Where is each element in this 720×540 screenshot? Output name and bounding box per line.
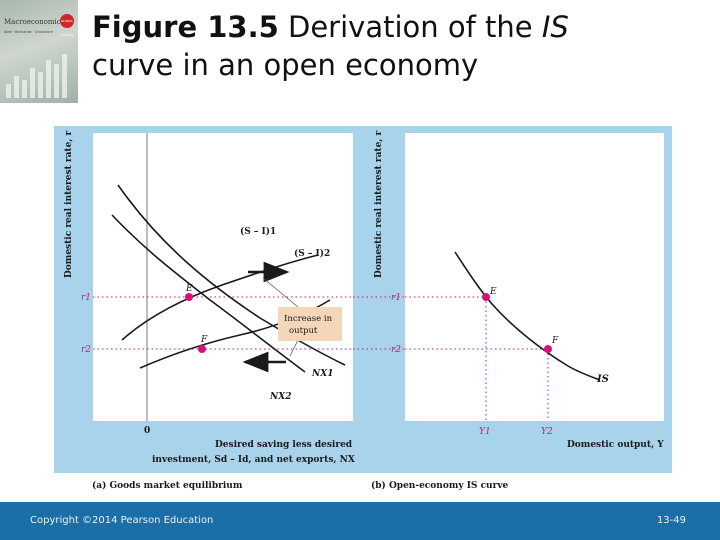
slide-title: Figure 13.5 Derivation of the IS curve i… <box>92 8 569 84</box>
curve-saving-investment-2 <box>117 184 346 366</box>
panel-b-tick-r1: r1 <box>391 293 401 303</box>
panel-a-point-e <box>185 293 193 301</box>
panel-a-x-axis-label-line1: Desired saving less desired <box>215 440 353 450</box>
caption-strip <box>54 473 672 495</box>
panel-a-tick-r1: r1 <box>81 293 91 303</box>
panel-b-x-axis-label: Domestic output, Y <box>567 440 664 450</box>
panel-b-tick-y1: Y1 <box>479 427 491 437</box>
footer-copyright: Copyright ©2014 Pearson Education <box>30 515 214 526</box>
panel-a-label-f: F <box>200 335 208 345</box>
footer-page-number: 13-49 <box>656 515 686 526</box>
panel-a-y-axis-label: Domestic real interest rate, r <box>64 130 74 278</box>
panel-a-x-axis-label-line2: investment, Sd – Id, and net exports, NX <box>152 455 355 465</box>
panel-b-point-e <box>482 293 490 301</box>
curve-saving-investment-1 <box>111 214 306 373</box>
slide-title-figure-number: Figure 13.5 <box>92 10 279 44</box>
slide-title-line2: curve in an open economy <box>92 48 479 82</box>
panel-b-plot-area <box>405 133 664 421</box>
label-net-exports-2: NX2 <box>269 392 291 402</box>
is-curve <box>454 251 601 381</box>
label-is-curve: IS <box>596 374 609 385</box>
panel-a-plot-area <box>93 133 353 421</box>
callout-leader-bottom <box>289 339 299 357</box>
label-net-exports-1: NX1 <box>311 369 333 379</box>
label-saving-investment-1: (S – I)1 <box>240 226 276 237</box>
book-cover-badge: GLOBAL EDITION <box>60 14 74 37</box>
panel-b-tick-r2: r2 <box>391 345 401 355</box>
panel-b-label-e: E <box>489 287 497 297</box>
label-saving-investment-2: (S – I)2 <box>294 248 330 259</box>
book-cover-title: Macroeconomics <box>4 18 65 26</box>
panel-b-point-f <box>544 345 552 353</box>
panel-b-label-f: F <box>551 336 559 346</box>
increase-in-output-callout <box>278 307 342 341</box>
book-cover-thumbnail: Macroeconomics Abel · Bernanke · Crousho… <box>0 0 78 103</box>
slide-title-italic: IS <box>541 10 569 44</box>
book-cover-subtitle: Abel · Bernanke · Croushore <box>4 30 53 34</box>
slide-title-text: Derivation of the <box>278 10 542 44</box>
panel-a-point-f <box>198 345 206 353</box>
curve-net-exports-1 <box>121 254 319 341</box>
book-cover-art <box>6 50 67 98</box>
panel-a-label-e: E <box>185 284 193 294</box>
panel-b-caption: (b) Open-economy IS curve <box>371 480 509 491</box>
callout-text-line1: Increase in <box>284 314 333 324</box>
panel-b-y-axis-label: Domestic real interest rate, r <box>374 130 384 278</box>
panel-a-zero-label: 0 <box>144 426 150 436</box>
slide-footer: Copyright ©2014 Pearson Education 13-49 <box>0 502 720 540</box>
panel-a-caption: (a) Goods market equilibrium <box>92 480 243 491</box>
panel-a-tick-r2: r2 <box>81 345 91 355</box>
callout-text-line2: output <box>289 326 318 336</box>
panel-b-tick-y2: Y2 <box>541 427 553 437</box>
callout-leader-top <box>262 277 299 308</box>
